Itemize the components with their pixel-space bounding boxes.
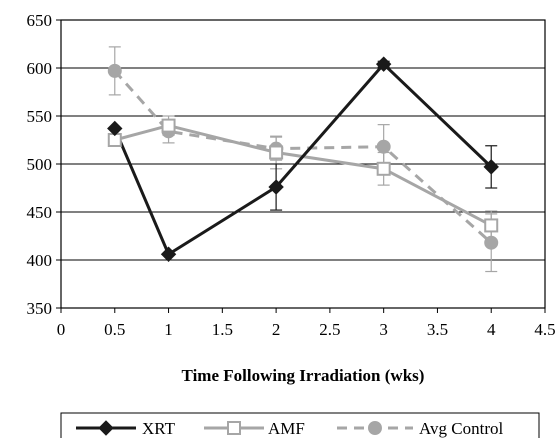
legend-label: Avg Control	[419, 419, 503, 438]
xrt-line	[113, 62, 493, 256]
amf-point	[376, 161, 391, 176]
amf-point	[484, 218, 499, 233]
xrt-point	[107, 120, 123, 137]
legend-swatch-marker	[98, 420, 114, 436]
x-tick-label: 0.5	[104, 320, 125, 339]
y-tick-label: 450	[27, 203, 53, 222]
x-tick-label: 3	[379, 320, 388, 339]
y-tick-label: 550	[27, 107, 53, 126]
y-axis-ticks: 350 400 450 500 550 600 650	[27, 11, 61, 318]
y-tick-label: 650	[27, 11, 53, 30]
x-axis-ticks: 0 0.5 1 1.5 2 2.5 3 3.5 4 4.5	[57, 308, 556, 339]
legend-label: XRT	[142, 419, 176, 438]
legend-swatch-marker	[227, 421, 241, 435]
x-tick-label: 2	[272, 320, 281, 339]
x-tick-label: 1.5	[212, 320, 233, 339]
x-tick-label: 3.5	[427, 320, 448, 339]
y-tick-label: 400	[27, 251, 53, 270]
error-bars	[108, 46, 498, 273]
x-tick-label: 4.5	[534, 320, 555, 339]
xrt-point	[268, 179, 284, 195]
y-tick-label: 350	[27, 299, 53, 318]
avg-control-point	[107, 63, 122, 78]
x-axis-title: Time Following Irradiation (wks)	[182, 366, 425, 385]
avg-control-point	[376, 139, 391, 154]
series-markers	[107, 56, 499, 262]
x-tick-label: 0	[57, 320, 66, 339]
xrt-point	[160, 246, 177, 262]
x-tick-label: 2.5	[319, 320, 340, 339]
series-lines	[113, 62, 493, 256]
amf-point	[161, 118, 176, 133]
y-tick-label: 600	[27, 59, 53, 78]
legend-swatch-marker	[368, 421, 382, 435]
amf-line	[114, 124, 492, 227]
x-tick-label: 4	[487, 320, 496, 339]
xrt-point	[483, 159, 499, 175]
legend-item-amf: AMF	[204, 419, 305, 438]
legend-label: AMF	[268, 419, 305, 438]
legend-item-xrt: XRT	[76, 419, 176, 438]
y-tick-label: 500	[27, 155, 53, 174]
xrt-point	[375, 56, 392, 72]
legend: XRT AMF Avg Control	[76, 419, 503, 438]
amf-point	[269, 145, 284, 160]
x-tick-label: 1	[164, 320, 173, 339]
avg-control-point	[484, 235, 499, 250]
legend-item-avg-control: Avg Control	[337, 419, 503, 438]
gridlines	[61, 67, 545, 261]
legend-box	[60, 412, 540, 438]
